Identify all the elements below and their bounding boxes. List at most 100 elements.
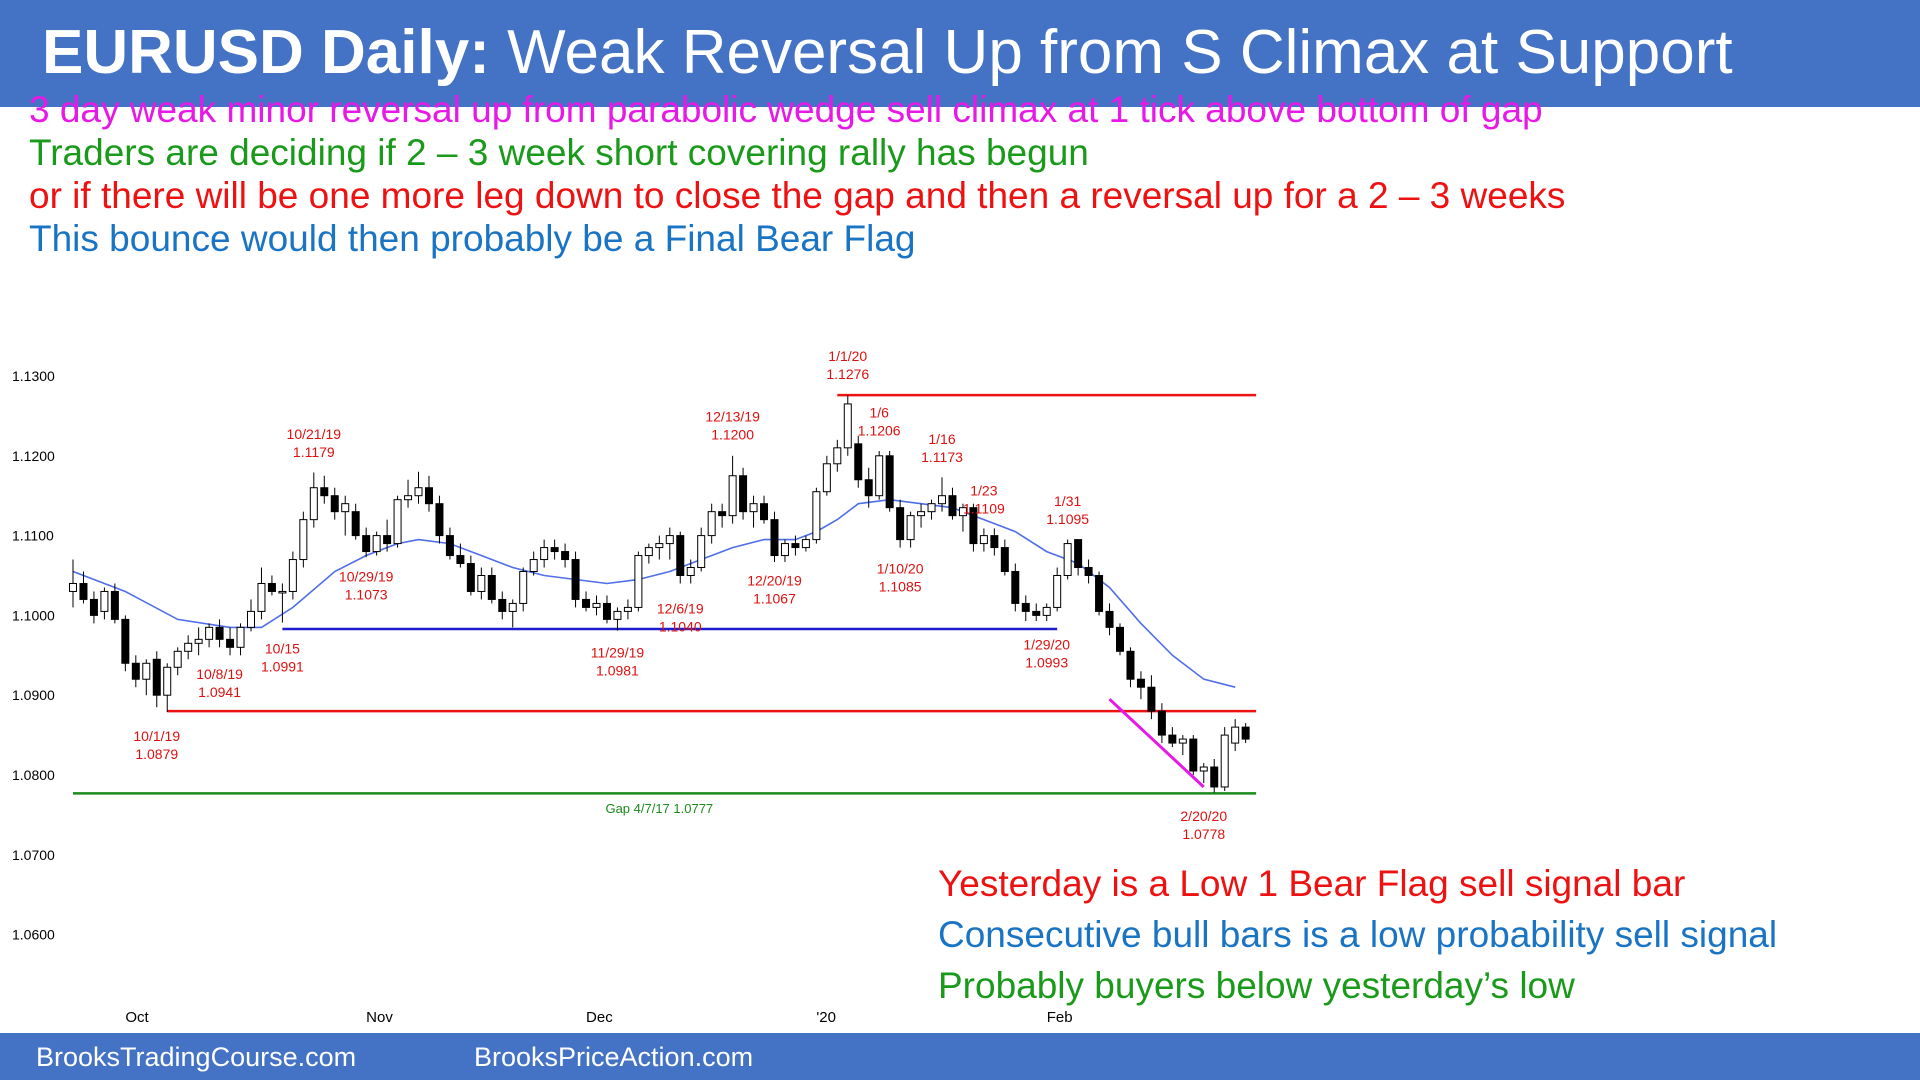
note-3: or if there will be one more leg down to… [29,175,1566,216]
y-axis: 1.1300 1.1200 1.1100 1.1000 1.0900 1.0800 1.07… [12,368,55,943]
bull-candle-body [665,535,674,545]
annotation-line: 1/16 [928,431,955,447]
note-2: Traders are deciding if 2 – 3 week short… [29,132,1089,173]
candle [1053,567,1062,612]
bull-candle-body [686,567,695,577]
candle [519,567,528,612]
bull-candle-body [69,582,77,592]
bull-candle-body [163,666,172,696]
candle [1116,623,1124,656]
candle [236,623,245,656]
price-annotation: 12/20/19 1.1067 [747,573,802,607]
bear-candle-body [1136,678,1145,688]
candle [728,455,737,524]
bull-candle-body [404,495,413,501]
candle [697,527,706,572]
bull-candle-body [236,626,245,648]
bull-candle-body [623,606,632,612]
bull-candle-body [728,475,737,517]
y-tick-label: 1.1300 [12,368,55,384]
annotation-line: 1/1/20 [828,348,867,364]
bottom-note-2: Consecutive bull bars is a low probabili… [938,914,1778,955]
bear-candle-body [498,598,507,612]
candle [760,495,769,524]
candle [1157,703,1166,744]
bear-candle-body [676,535,685,576]
candle [550,539,559,560]
bull-candle-body [205,626,214,640]
candle [749,495,758,528]
price-annotation: 11/29/19 1.0981 [591,644,645,678]
candle [383,519,392,552]
annotation-line: 10/15 [265,640,300,656]
bull-candle-body [278,590,287,594]
candle [906,511,915,548]
candle [812,487,821,544]
bear-candle-body [1116,626,1124,652]
footer-link-price-action[interactable]: BrooksPriceAction.com [474,1042,754,1072]
candle [508,599,517,628]
bull-candle-body [393,499,402,545]
bull-candle-body [822,463,831,493]
price-annotation: 1/1/20 1.1276 [826,348,869,382]
bear-candle-body [791,543,800,549]
candle [121,615,130,672]
bear-candle-body [885,455,894,509]
candle [739,467,748,520]
bear-candle-body [582,598,591,608]
candle [1241,723,1250,744]
candle [69,559,77,608]
bull-candle-body [979,535,988,545]
bull-candle-body [309,487,318,521]
candle [445,527,454,560]
bull-candle-body [958,507,967,517]
x-tick-label: Oct [125,1009,149,1026]
candle [299,511,308,568]
annotation-line: 1.1179 [293,444,335,460]
candle [184,635,193,660]
candle [602,595,611,624]
bull-candle-body [697,535,706,569]
bear-candle-body [561,551,570,561]
candle [288,551,297,600]
candle [1126,647,1135,688]
candle [791,535,800,556]
candle [1189,735,1198,775]
candle [613,607,622,631]
footer-link-trading-course[interactable]: BrooksTradingCourse.com [36,1042,357,1072]
candle [309,472,318,528]
candle [1021,595,1030,621]
candles [69,395,1250,793]
candle [278,583,287,623]
candle [833,439,842,472]
candle [466,555,475,596]
bull-candle-body [508,602,517,612]
y-tick-label: 1.0700 [12,847,55,863]
candle [267,575,276,596]
bull-candle-body [540,547,549,561]
bear-candle-body [1189,738,1198,772]
candle [822,455,831,496]
candle [215,619,224,648]
candle [1199,763,1208,783]
bull-candle-body [938,495,947,505]
candle [969,503,978,552]
candle [194,627,203,656]
candle [623,599,632,620]
bull-candle-body [288,559,297,592]
candle [864,467,873,508]
bear-candle-body [602,602,611,620]
gap-label: Gap 4/7/17 1.0777 [605,801,713,816]
candle [801,535,810,552]
annotation-line: 12/13/19 [705,408,760,424]
candle [592,595,601,616]
bear-candle-body [1084,567,1093,577]
price-annotation: 10/29/19 1.1073 [339,569,394,603]
annotation-line: 1.1073 [345,587,388,603]
x-tick-label: Nov [366,1009,393,1026]
bear-candle-body [896,507,905,541]
candle [1042,603,1051,621]
candle [498,591,507,620]
bear-candle-body [362,535,371,553]
bear-candle-body [456,555,465,565]
